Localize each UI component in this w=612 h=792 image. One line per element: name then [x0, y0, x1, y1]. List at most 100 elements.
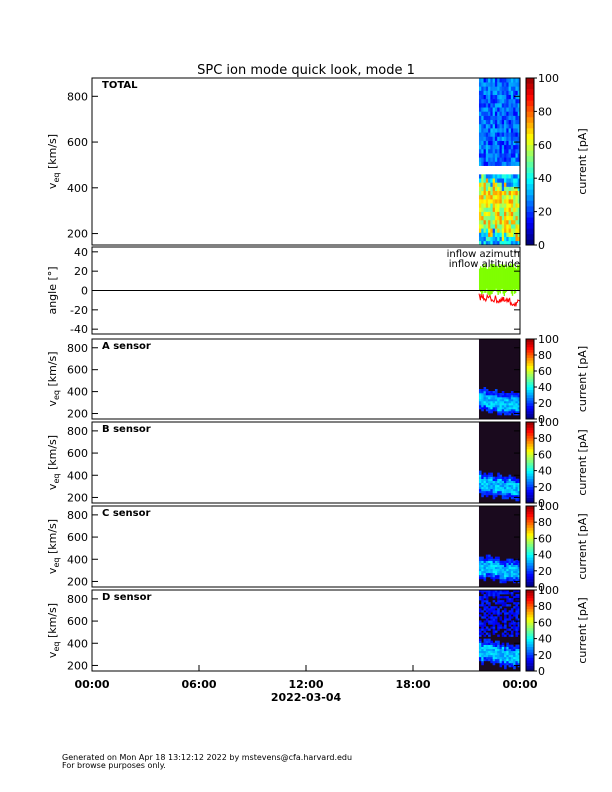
- heatmap-cell: [485, 596, 489, 599]
- altitude-bar: [478, 268, 481, 290]
- heatmap-cell: [488, 574, 491, 578]
- colorbar-tick-label: 80: [538, 600, 552, 613]
- heatmap-cell: [494, 622, 498, 625]
- heatmap-cell: [510, 562, 514, 566]
- heatmap-cell: [492, 111, 496, 116]
- heatmap-cell: [506, 211, 509, 217]
- y-tick-label: -20: [70, 304, 88, 317]
- heatmap-cell: [478, 407, 482, 410]
- heatmap-cell: [497, 123, 500, 129]
- heatmap-cell: [499, 616, 503, 619]
- heatmap-cell: [499, 411, 503, 414]
- heatmap-cell: [494, 399, 498, 402]
- heatmap-cell: [504, 494, 507, 498]
- heatmap-cell: [513, 407, 516, 410]
- heatmap-cell: [485, 148, 489, 154]
- heatmap-cell: [485, 190, 489, 196]
- heatmap-cell: [494, 484, 498, 488]
- heatmap-cell: [492, 562, 496, 566]
- heatmap-cell: [517, 82, 521, 87]
- heatmap-cell: [488, 562, 491, 566]
- heatmap-cell: [483, 86, 487, 91]
- heatmap-cell: [508, 232, 512, 237]
- heatmap-cell: [513, 144, 516, 150]
- heatmap-cell: [510, 119, 514, 125]
- heatmap-cell: [504, 182, 507, 187]
- heatmap-cell: [517, 144, 521, 150]
- heatmap-cell: [497, 558, 500, 561]
- heatmap-cell: [506, 566, 509, 570]
- heatmap-cell: [494, 78, 498, 83]
- heatmap-cell: [515, 560, 519, 563]
- heatmap-cell: [497, 405, 500, 408]
- heatmap-cell: [499, 236, 503, 242]
- heatmap-cell: [478, 484, 482, 488]
- heatmap-cell: [506, 650, 509, 654]
- heatmap-cell: [490, 169, 493, 175]
- heatmap-cell: [492, 119, 496, 125]
- heatmap-cell: [497, 628, 500, 631]
- heatmap-cell: [504, 119, 507, 125]
- heatmap-cell: [506, 219, 509, 225]
- heatmap-cell: [501, 186, 505, 192]
- heatmap-cell: [508, 658, 512, 662]
- colorbar-step: [526, 608, 534, 612]
- heatmap-cell: [504, 616, 507, 619]
- heatmap-cell: [488, 98, 491, 104]
- heatmap-cell: [499, 626, 503, 629]
- heatmap-cell: [508, 650, 512, 654]
- heatmap-cell: [494, 574, 498, 578]
- heatmap-cell: [494, 397, 498, 400]
- heatmap-cell: [501, 169, 505, 175]
- heatmap-cell: [515, 98, 519, 104]
- heatmap-cell: [481, 107, 484, 112]
- colorbar-step: [526, 660, 534, 664]
- heatmap-cell: [481, 644, 484, 647]
- heatmap-cell: [510, 558, 514, 561]
- colorbar-step: [526, 486, 534, 490]
- panel-frame-total: [91, 77, 521, 246]
- heatmap-cell: [488, 570, 491, 574]
- heatmap-cell: [515, 558, 519, 561]
- heatmap-cell: [517, 194, 521, 200]
- heatmap-cell: [510, 178, 514, 183]
- heatmap-cell: [510, 399, 514, 402]
- heatmap-cell: [488, 411, 491, 414]
- heatmap-cell: [478, 570, 482, 574]
- heatmap-cell: [515, 644, 519, 647]
- heatmap-cell: [499, 407, 503, 410]
- heatmap-cell: [504, 413, 507, 416]
- heatmap-cell: [513, 612, 516, 615]
- heatmap-cell: [478, 178, 482, 183]
- heatmap-cell: [485, 228, 489, 233]
- heatmap-cell: [499, 207, 503, 212]
- heatmap-cell: [492, 646, 496, 650]
- azimuth-line: [478, 293, 521, 307]
- heatmap-cell: [494, 199, 498, 204]
- heatmap-cell: [510, 215, 514, 221]
- heatmap-cell: [504, 576, 507, 580]
- heatmap-cell: [515, 153, 519, 158]
- colorbar-step: [526, 516, 534, 520]
- heatmap-cell: [478, 486, 482, 490]
- heatmap-cell: [490, 626, 493, 629]
- colorbar-step: [526, 454, 534, 458]
- heatmap-cell: [483, 140, 487, 146]
- colorbar-tick-label: 40: [538, 465, 552, 478]
- heatmap-cell: [485, 219, 489, 225]
- colorbar-step: [526, 139, 534, 146]
- colorbar-tick-label: 80: [538, 105, 552, 118]
- heatmap-cell: [488, 634, 491, 637]
- heatmap-cell: [488, 620, 491, 623]
- colorbar-step: [526, 578, 534, 582]
- heatmap-cell: [485, 186, 489, 192]
- heatmap-cell: [478, 393, 482, 396]
- heatmap-cell: [513, 224, 516, 229]
- heatmap-cell: [508, 648, 512, 652]
- heatmap-cell: [485, 570, 489, 574]
- heatmap-cell: [497, 576, 500, 580]
- heatmap-cell: [481, 622, 484, 625]
- heatmap-cell: [492, 608, 496, 611]
- heatmap-cell: [488, 203, 491, 208]
- x-axis: 00:00 06:00 12:00 18:00 00:00: [74, 665, 538, 691]
